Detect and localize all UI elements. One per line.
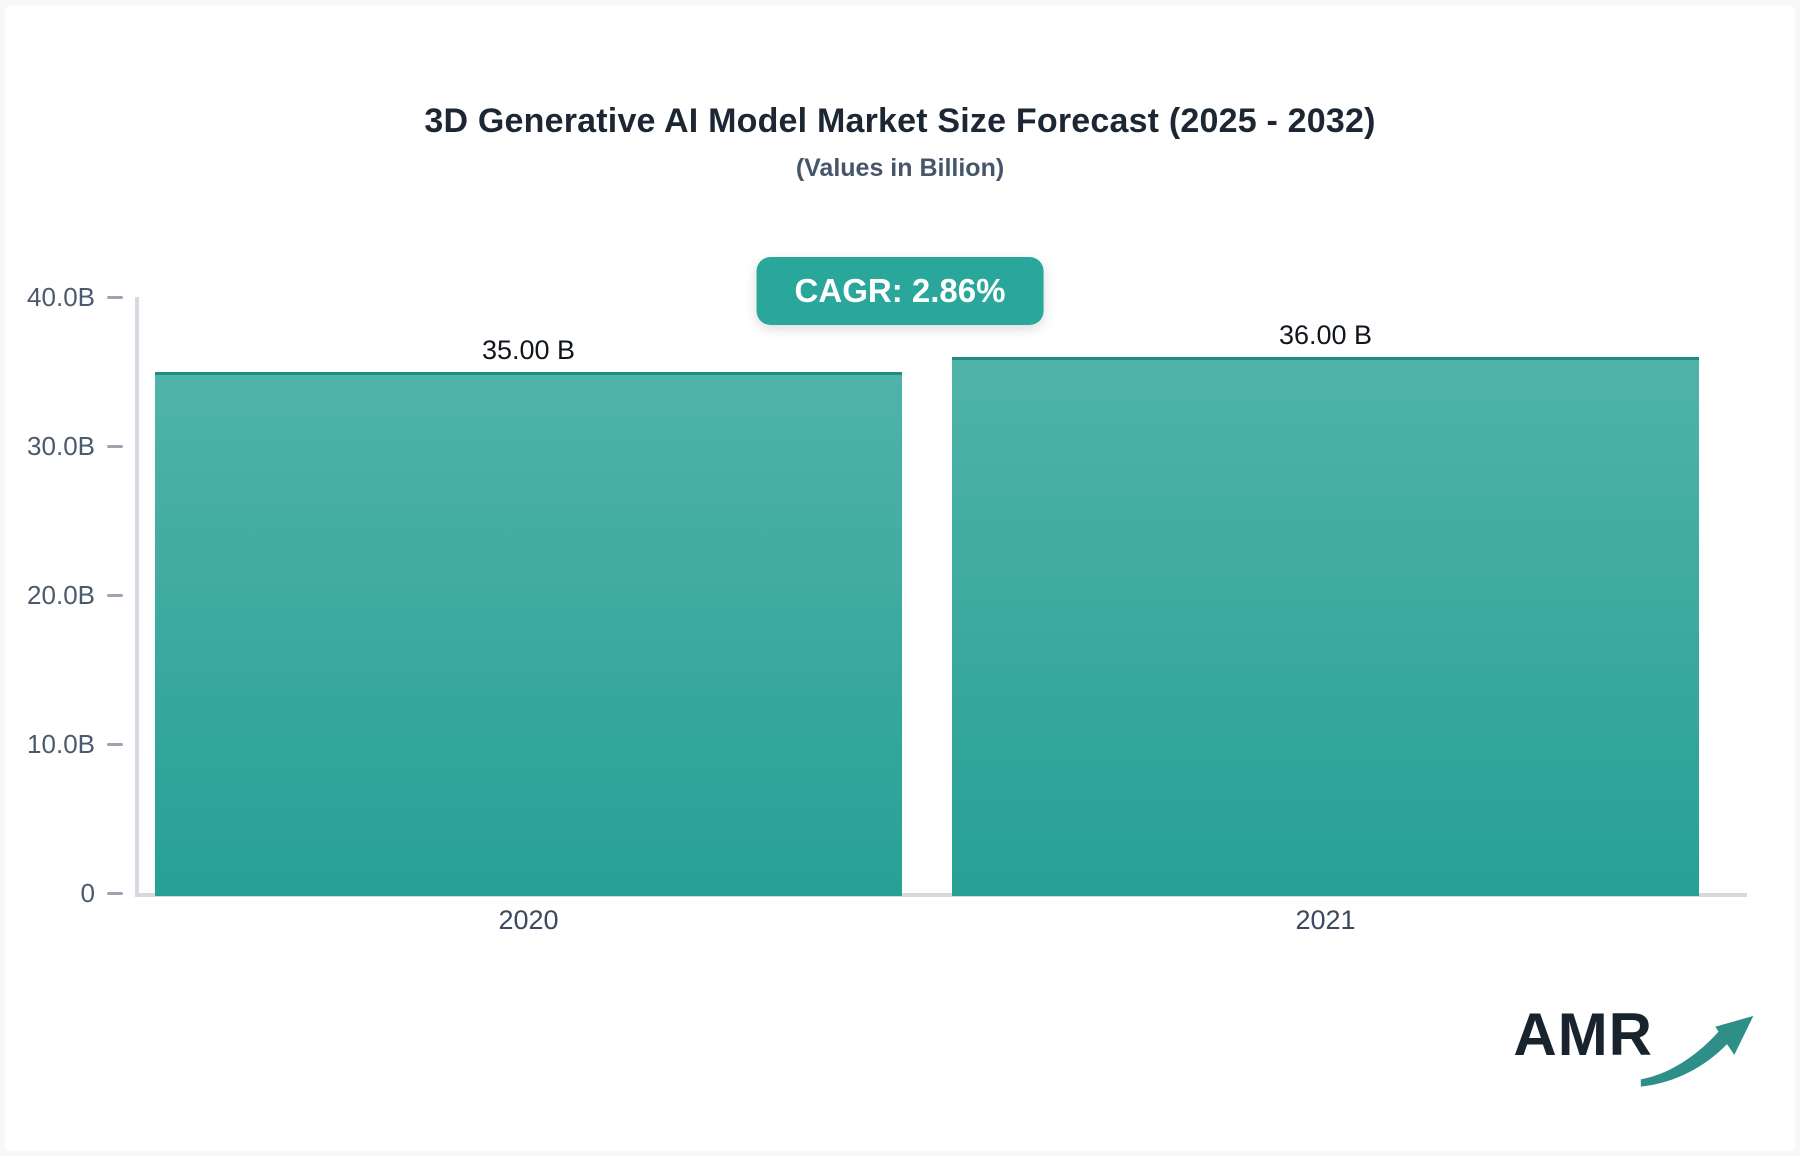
bar-value-label: 35.00 B: [481, 334, 576, 365]
y-axis-tick-label: 40.0B: [27, 282, 95, 312]
y-axis-tick-label: 10.0B: [27, 729, 95, 759]
cagr-badge: CAGR: 2.86%: [756, 257, 1044, 325]
chart-card: 3D Generative AI Model Market Size Forec…: [5, 5, 1795, 1151]
x-axis-line: [135, 893, 1747, 897]
y-axis-line: [135, 297, 139, 897]
chart-subtitle: (Values in Billion): [795, 154, 1005, 182]
y-axis-tick-label: 0: [80, 878, 95, 908]
y-axis-tick-mark: [107, 892, 123, 895]
growth-arrow-icon: [1640, 1015, 1754, 1087]
y-axis-tick-label: 20.0B: [27, 580, 95, 610]
bar-2021[interactable]: [952, 356, 1699, 896]
bar-value-label: 36.00 B: [1278, 319, 1373, 350]
amr-logo: AMR: [1513, 1005, 1757, 1097]
chart-title: 3D Generative AI Model Market Size Forec…: [424, 102, 1376, 140]
y-axis-tick-label: 30.0B: [27, 431, 95, 461]
y-axis-tick-mark: [107, 296, 123, 299]
bar-chart-plot-area: 0 10.0B 20.0B 30.0B 40.0B 35.00 B 2020 36.00 B 2…: [5, 5, 1795, 1151]
y-axis-tick-mark: [107, 445, 123, 448]
y-axis-tick-mark: [107, 594, 123, 597]
x-axis-category-label: 2020: [498, 905, 559, 935]
bar-2020[interactable]: [155, 371, 902, 896]
x-axis-category-label: 2021: [1295, 905, 1356, 935]
amr-logo-text: AMR: [1513, 1001, 1653, 1068]
y-axis-tick-mark: [107, 743, 123, 746]
